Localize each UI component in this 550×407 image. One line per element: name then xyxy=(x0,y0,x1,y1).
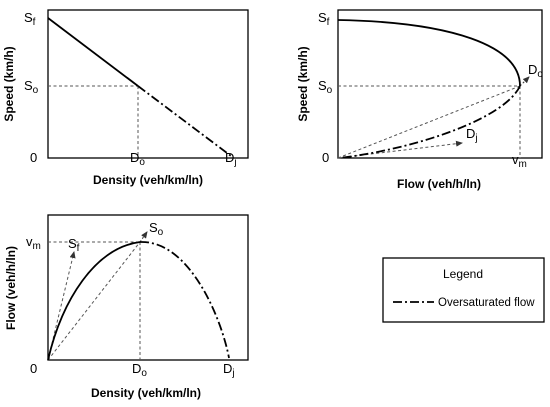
dj-label: Dj xyxy=(225,150,237,168)
speed-flow-panel: Sf So 0 Do Dj vm Flow (veh/h/ln) Speed (… xyxy=(296,9,543,191)
dj-label: Dj xyxy=(466,126,478,144)
speed-flow-frame xyxy=(337,9,543,159)
legend-oversaturated-label: Oversaturated flow xyxy=(438,297,535,309)
x-axis-title: Density (veh/km/ln) xyxy=(93,173,203,187)
sf-label: Sf xyxy=(68,236,80,254)
oversaturated-speed-flow-curve xyxy=(339,85,521,159)
do-ray xyxy=(337,85,521,159)
y-axis-title: Flow (veh/h/ln) xyxy=(4,246,18,330)
undersaturated-flow-density-curve xyxy=(47,241,141,361)
so-pointer-arrow xyxy=(139,231,148,243)
so-label: So xyxy=(318,78,333,96)
so-label: So xyxy=(24,78,39,96)
do-label: Do xyxy=(528,62,543,80)
do-pointer-arrow xyxy=(519,76,530,87)
x-axis-title: Density (veh/km/ln) xyxy=(91,386,201,400)
undersaturated-speed-density-line xyxy=(47,17,139,87)
origin-label: 0 xyxy=(30,361,37,376)
oversaturated-flow-density-curve xyxy=(139,241,230,359)
do-label: Do xyxy=(130,150,145,168)
sf-label: Sf xyxy=(318,10,330,28)
speed-density-panel: Sf So 0 Do Dj Density (veh/km/ln) Speed … xyxy=(2,9,249,187)
undersaturated-speed-flow-curve xyxy=(337,19,521,87)
flow-density-frame xyxy=(47,214,249,361)
x-axis-title: Flow (veh/h/ln) xyxy=(397,177,481,191)
dj-ray xyxy=(337,140,463,159)
legend: Legend Oversaturated flow xyxy=(382,257,545,323)
legend-title: Legend xyxy=(443,267,483,281)
so-label: So xyxy=(149,220,164,238)
y-axis-title: Speed (km/h) xyxy=(2,46,16,121)
origin-label: 0 xyxy=(322,150,329,165)
vm-label: vm xyxy=(512,152,527,170)
do-label: Do xyxy=(132,361,147,379)
so-ray xyxy=(47,241,141,361)
oversaturated-speed-density-line xyxy=(137,85,232,157)
origin-label: 0 xyxy=(30,150,37,165)
vm-label: vm xyxy=(26,234,41,252)
speed-density-frame xyxy=(47,9,249,159)
flow-density-panel: vm Sf So 0 Do Dj Density (veh/km/ln) Flo… xyxy=(4,214,249,400)
y-axis-title: Speed (km/h) xyxy=(296,46,310,121)
dj-label: Dj xyxy=(223,361,235,379)
sf-label: Sf xyxy=(24,10,36,28)
legend-frame xyxy=(382,257,545,323)
